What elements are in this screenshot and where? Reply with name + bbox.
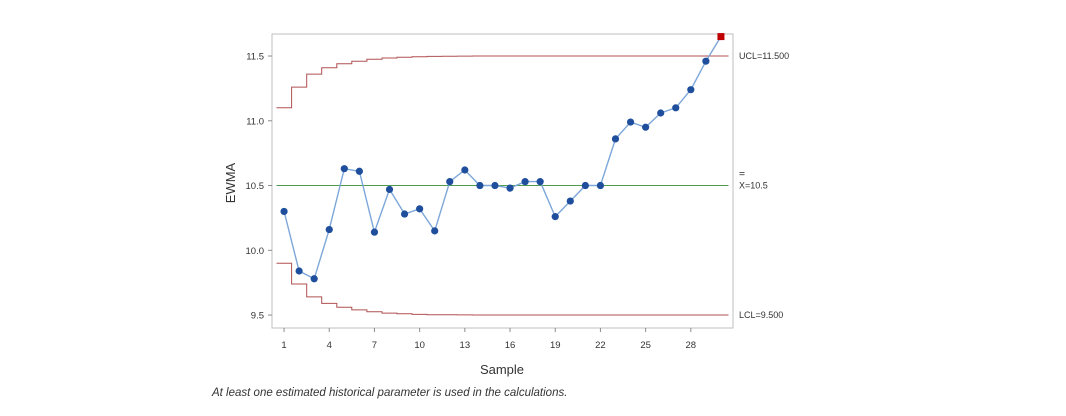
x-tick-label: 25 [640,340,651,351]
ewma-point [702,57,710,65]
ewma-point [385,185,394,194]
x-tick-label: 13 [460,340,471,351]
ewma-point [310,275,318,283]
series-group [280,33,725,283]
x-tick-label: 28 [686,340,697,351]
ewma-series-line [283,36,722,280]
ucl-group [276,55,729,109]
ewma-point [642,123,650,131]
y-tick-label: 11.5 [246,52,264,63]
center-line-label: X=10.5 [739,181,768,191]
ucl-label: UCL=11.500 [739,51,789,61]
y-tick-label: 9.5 [251,311,264,322]
ewma-point [446,178,454,186]
ewma-point [491,181,499,190]
ewma-point [476,181,484,190]
ucl-line [276,55,729,109]
x-axis: 1 4 7 10 13 16 19 22 25 28 [281,328,696,351]
ewma-point [431,227,439,235]
ewma-point [521,178,529,186]
limit-labels: UCL=11.500 X=10.5 LCL=9.500 [739,51,789,320]
ewma-point [325,225,333,234]
ewma-point [672,104,680,112]
y-axis: 9.5 10.0 10.5 11.0 11.5 [246,52,272,322]
ewma-point [340,165,348,173]
x-tick-label: 22 [595,340,606,351]
ewma-point [295,267,303,275]
ewma-point [506,184,514,192]
lcl-line [276,262,729,316]
lcl-group [276,262,729,316]
ewma-point [400,210,409,218]
ewma-point [581,181,589,190]
x-tick-label: 1 [281,340,286,351]
ewma-point [280,207,288,216]
x-tick-label: 7 [372,340,377,351]
ewma-point [370,228,379,236]
ewma-point [687,86,695,94]
ewma-point [611,135,620,143]
x-tick-label: 16 [505,340,516,351]
ewma-point [596,181,605,190]
x-tick-label: 10 [414,340,425,351]
lcl-label: LCL=9.500 [739,310,783,320]
x-tick-label: 4 [327,340,332,351]
footnote: At least one estimated historical parame… [212,387,568,399]
ewma-point [536,178,544,186]
x-axis-title: Sample [480,362,524,377]
out-of-control-point [717,33,725,41]
ewma-point [416,205,424,213]
ewma-point [551,213,559,221]
ewma-point [626,118,635,126]
plot-area-frame [271,33,734,329]
ewma-point [657,109,665,117]
y-tick-label: 11.0 [246,116,264,127]
ewma-point [355,167,363,175]
x-tick-label: 19 [550,340,561,351]
y-tick-label: 10.5 [246,181,265,192]
ewma-point [461,166,469,174]
y-tick-label: 10.0 [246,246,265,257]
ewma-point [566,197,574,205]
y-axis-title: EWMA [223,162,238,203]
